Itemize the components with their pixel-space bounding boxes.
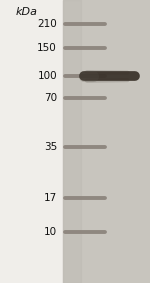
Text: 17: 17 [44,193,57,203]
Bar [63,0,150,283]
Text: 70: 70 [44,93,57,103]
Text: 10: 10 [44,227,57,237]
Bar [63,0,81,283]
Text: 150: 150 [37,43,57,53]
Text: 100: 100 [37,71,57,82]
Text: 35: 35 [44,142,57,152]
Text: 210: 210 [37,19,57,29]
Text: kDa: kDa [16,7,38,17]
